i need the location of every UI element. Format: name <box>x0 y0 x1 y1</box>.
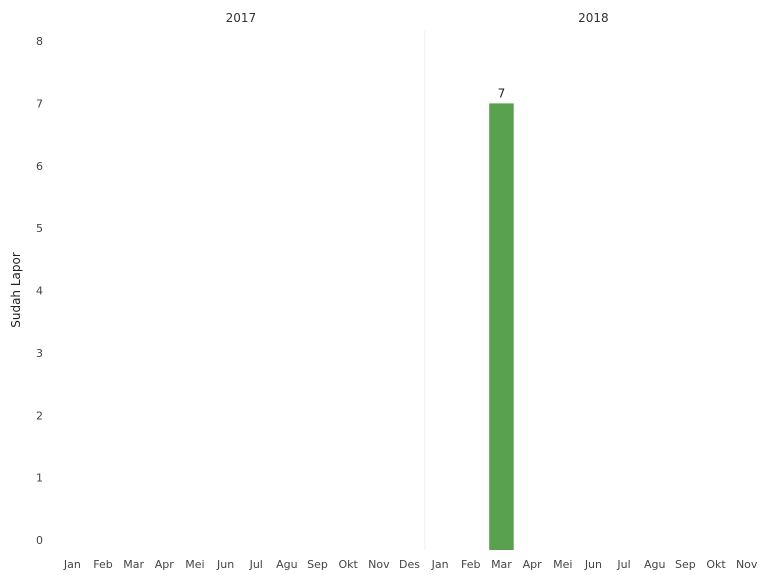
x-tick-label: Mei <box>185 558 204 571</box>
y-tick-label: 6 <box>36 160 43 173</box>
y-tick-label: 3 <box>36 347 43 360</box>
x-tick-label: Nov <box>368 558 390 571</box>
x-tick-label: Des <box>399 558 420 571</box>
x-tick-label: Okt <box>339 558 359 571</box>
panel-title: 2017 <box>226 11 257 25</box>
x-tick-label: Mei <box>553 558 572 571</box>
y-tick-label: 0 <box>36 534 43 547</box>
y-tick-label: 7 <box>36 97 43 110</box>
x-tick-label: Feb <box>93 558 112 571</box>
y-tick-label: 8 <box>36 35 43 48</box>
x-tick-label: Feb <box>461 558 480 571</box>
y-axis: Sudah Lapor 0 1 2 3 4 5 6 7 8 <box>9 35 43 547</box>
x-tick-label: Agu <box>276 558 297 571</box>
x-tick-label: Mar <box>491 558 512 571</box>
y-tick-label: 2 <box>36 409 43 422</box>
y-tick-label: 1 <box>36 472 43 485</box>
x-tick-label: Apr <box>523 558 543 571</box>
x-tick-label: Sep <box>307 558 328 571</box>
x-tick-label: Agu <box>644 558 665 571</box>
x-tick-label: Jul <box>249 558 263 571</box>
x-tick-label: Apr <box>155 558 175 571</box>
x-tick-label: Jun <box>216 558 234 571</box>
x-tick-label: Jul <box>616 558 630 571</box>
x-tick-label: Okt <box>706 558 726 571</box>
panel-title: 2018 <box>578 11 609 25</box>
y-tick-label: 4 <box>36 285 43 298</box>
x-tick-label: Nov <box>736 558 758 571</box>
x-axis: Jan Feb Mar Apr Mei Jun Jul Agu Sep Okt Nov Des Jan F… <box>63 558 758 571</box>
panel-titles: 2017 2018 <box>226 11 609 25</box>
x-tick-label: Jun <box>584 558 602 571</box>
data-labels: 7 <box>498 86 506 100</box>
x-tick-label: Jan <box>431 558 449 571</box>
data-label: 7 <box>498 86 506 100</box>
y-tick-label: 5 <box>36 222 43 235</box>
x-tick-label: Sep <box>675 558 696 571</box>
bar <box>489 103 514 550</box>
bars <box>489 103 514 550</box>
x-tick-label: Jan <box>63 558 81 571</box>
y-axis-title: Sudah Lapor <box>9 252 23 328</box>
x-tick-label: Mar <box>123 558 144 571</box>
